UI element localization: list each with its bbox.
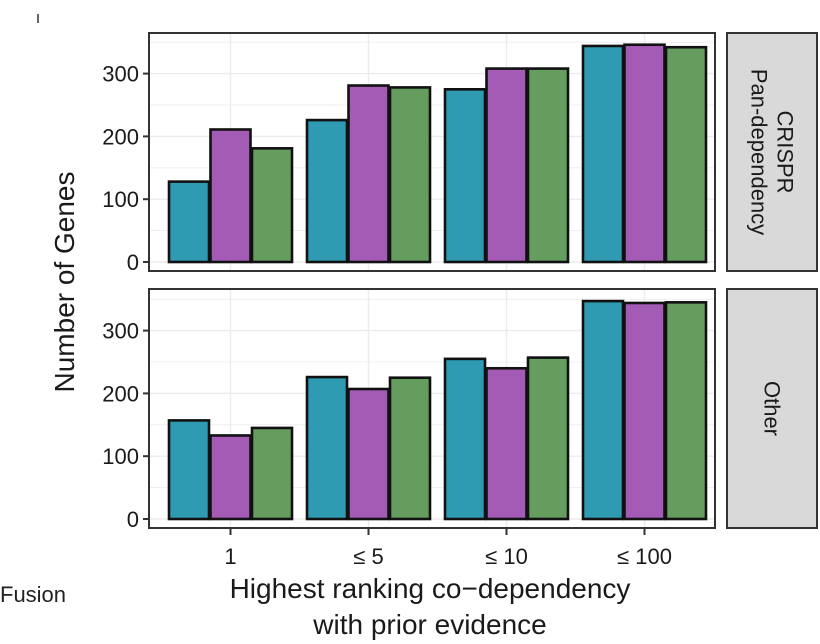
facet-strip-label: Other (760, 381, 785, 436)
bar-panel1-group1-series1 (167, 180, 211, 264)
panel-1-frame (148, 32, 716, 272)
bar-panel1-group3-series3 (526, 67, 570, 264)
y-tick-label: 200 (102, 124, 139, 149)
y-axis-title: Number of Genes (49, 172, 80, 393)
stray-mark (37, 14, 39, 23)
facet-strip-label: Pan-dependency (747, 69, 772, 235)
x-tick-label: ≤ 100 (617, 544, 672, 569)
y-tick-label: 0 (127, 250, 139, 275)
facet-strip-1 (726, 32, 818, 272)
bar-panel1-group4-series2 (623, 43, 666, 264)
bar-panel2-group3-series2 (485, 366, 528, 521)
bar-panel2-group4-series3 (664, 301, 708, 521)
x-axis-title-line-1: Highest ranking co−dependency (230, 573, 631, 604)
facet-strip-label: CRISPR (773, 110, 798, 193)
bar-panel2-group1-series3 (250, 426, 294, 521)
side-text: Fusion (0, 582, 67, 607)
panel-2-frame (148, 288, 716, 529)
bar-panel2-group1-series2 (209, 434, 252, 521)
bar-panel1-group2-series3 (388, 86, 432, 264)
x-tick-label: ≤ 5 (353, 544, 383, 569)
x-tick-label: 1 (224, 544, 236, 569)
bar-panel2-group4-series2 (623, 301, 666, 521)
bar-panel1-group2-series1 (305, 118, 349, 264)
x-axis-title-line-2: with prior evidence (312, 609, 546, 640)
bar-panel2-group1-series1 (167, 419, 211, 521)
y-tick-label: 300 (102, 62, 139, 87)
bar-panel2-group2-series3 (388, 376, 432, 521)
facet-strip-2 (726, 288, 818, 529)
bar-panel2-group3-series1 (443, 357, 487, 521)
bar-panel2-group4-series1 (581, 299, 625, 521)
bar-panel1-group3-series1 (443, 88, 487, 264)
bar-panel1-group3-series2 (485, 67, 528, 264)
bar-panel2-group3-series3 (526, 356, 570, 521)
y-tick-label: 100 (102, 187, 139, 212)
bar-panel2-group2-series2 (347, 387, 390, 521)
bar-panel1-group4-series3 (664, 45, 708, 264)
y-tick-label: 300 (102, 319, 139, 344)
bar-panel1-group1-series2 (209, 128, 252, 264)
x-tick-label: ≤ 10 (485, 544, 528, 569)
bar-panel1-group2-series2 (347, 84, 390, 264)
y-tick-label: 100 (102, 444, 139, 469)
y-tick-label: 0 (127, 507, 139, 532)
bar-panel1-group1-series3 (250, 147, 294, 264)
bar-panel1-group4-series1 (581, 44, 625, 264)
y-tick-label: 200 (102, 381, 139, 406)
bar-panel2-group2-series1 (305, 375, 349, 521)
